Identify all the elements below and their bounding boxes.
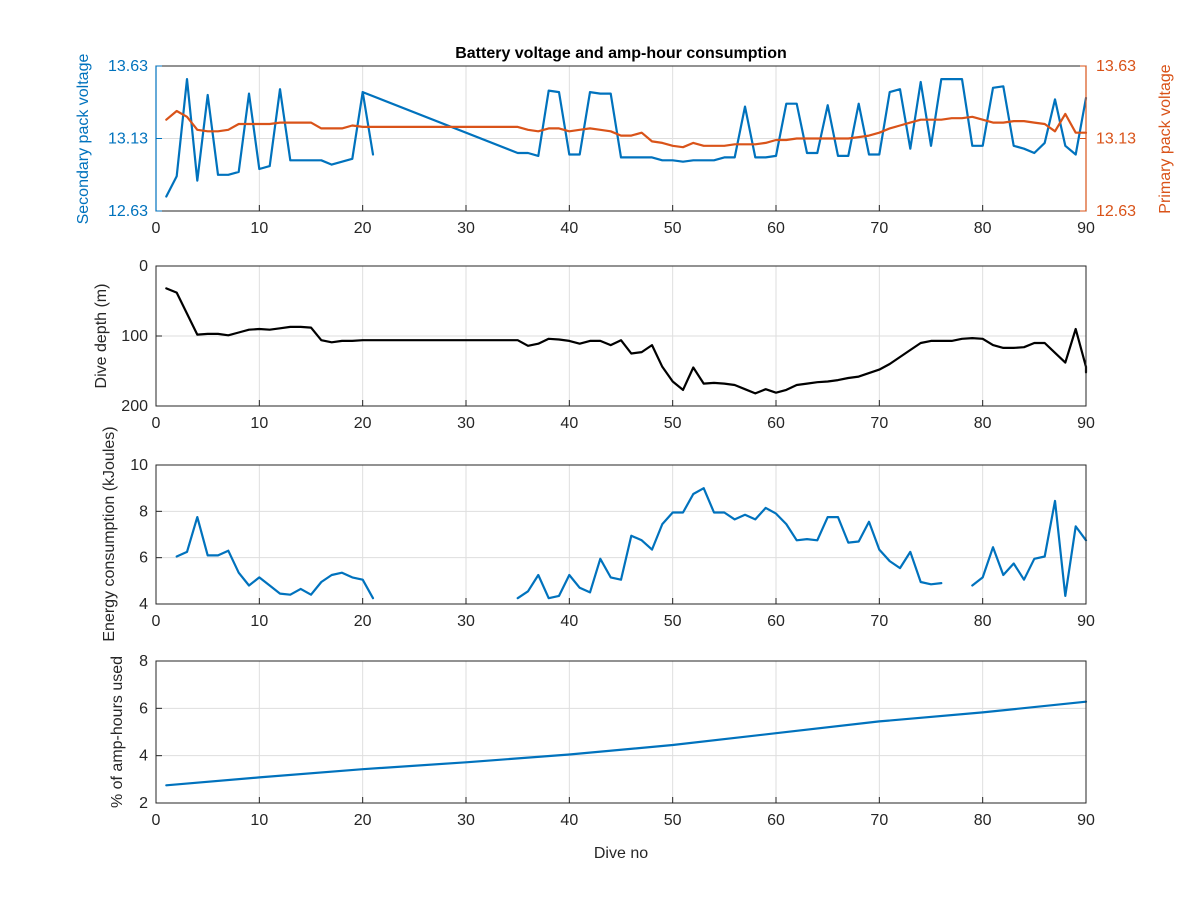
y-right-tick-label-2: 13.63 (1096, 58, 1136, 75)
series-line-0-segment-0 (165, 700, 1088, 787)
x-tick-label-6: 60 (767, 613, 785, 630)
x-tick-label-8: 80 (974, 220, 992, 237)
y-axis-label-secondary-voltage: Secondary pack voltage (75, 54, 92, 225)
x-tick-label-4: 40 (560, 220, 578, 237)
y-tick-label-1: 6 (139, 550, 148, 567)
series-line-0-segment-1 (361, 90, 375, 156)
x-tick-label-4: 40 (560, 613, 578, 630)
x-tick-label-5: 50 (664, 415, 682, 432)
series-line-0-segment-0 (175, 515, 375, 600)
x-ticks-depth: 0 10 20 30 40 50 60 70 80 90 (152, 400, 1095, 432)
axes-frame-energy (155, 464, 1087, 605)
x-tick-label-6: 60 (767, 812, 785, 829)
x-tick-label-3: 30 (457, 613, 475, 630)
series-energy (175, 487, 1088, 600)
y-tick-label-1: 100 (121, 328, 148, 345)
x-tick-label-4: 40 (560, 415, 578, 432)
x-tick-label-9: 90 (1077, 220, 1095, 237)
plot-area-amphours (156, 661, 1086, 803)
x-tick-label-7: 70 (870, 220, 888, 237)
x-tick-label-3: 30 (457, 415, 475, 432)
x-axis-label: Dive no (594, 845, 648, 862)
x-tick-label-5: 50 (664, 613, 682, 630)
y-right-ticks-voltage: 12.63 13.13 13.63 (155, 58, 1136, 220)
series-line-0-segment-0 (165, 77, 1088, 198)
x-tick-label-0: 0 (152, 220, 161, 237)
y-tick-label-2: 13.63 (108, 58, 148, 75)
x-tick-label-9: 90 (1077, 812, 1095, 829)
y-left-ticks-voltage: 12.63 13.13 13.63 (108, 58, 162, 220)
panel-voltage: 0 10 20 30 40 50 60 70 80 90 12.63 13.13 13.63 12.6… (75, 45, 1174, 237)
x-tick-label-2: 20 (354, 812, 372, 829)
y-tick-label-0: 4 (139, 596, 148, 613)
y-axis-label-energy: Energy consumption (kJoules) (101, 426, 118, 641)
y-tick-label-2: 8 (139, 503, 148, 520)
series-amphours (165, 700, 1088, 787)
x-tick-label-1: 10 (250, 613, 268, 630)
x-tick-label-2: 20 (354, 220, 372, 237)
x-tick-label-1: 10 (250, 812, 268, 829)
x-tick-label-9: 90 (1077, 613, 1095, 630)
x-tick-label-3: 30 (457, 812, 475, 829)
y-ticks-depth: 0 100 200 (121, 258, 162, 415)
y-tick-label-1: 4 (139, 748, 148, 765)
y-tick-label-0: 0 (139, 258, 148, 275)
y-right-tick-label-1: 13.13 (1096, 131, 1136, 148)
x-tick-label-5: 50 (664, 220, 682, 237)
x-tick-label-6: 60 (767, 415, 785, 432)
x-tick-label-6: 60 (767, 220, 785, 237)
y-tick-label-0: 12.63 (108, 203, 148, 220)
y-tick-label-0: 2 (139, 795, 148, 812)
y-tick-label-3: 8 (139, 653, 148, 670)
x-tick-label-0: 0 (152, 812, 161, 829)
y-axis-label-amphours: % of amp-hours used (109, 656, 126, 808)
x-tick-label-1: 10 (250, 415, 268, 432)
series-line-0-segment-1 (516, 487, 943, 600)
x-tick-label-8: 80 (974, 812, 992, 829)
x-tick-label-8: 80 (974, 613, 992, 630)
series-depth (165, 287, 1088, 395)
x-ticks-energy: 0 10 20 30 40 50 60 70 80 90 (152, 598, 1095, 630)
x-tick-label-1: 10 (250, 220, 268, 237)
y-ticks-amphours: 2 4 6 8 (139, 653, 162, 812)
x-tick-label-7: 70 (870, 415, 888, 432)
y-ticks-energy: 4 6 8 10 (130, 457, 162, 613)
x-tick-label-2: 20 (354, 613, 372, 630)
y-right-tick-label-0: 12.63 (1096, 203, 1136, 220)
x-tick-label-2: 20 (354, 415, 372, 432)
x-tick-label-3: 30 (457, 220, 475, 237)
axes-frame-amphours (155, 660, 1087, 804)
y-tick-label-2: 6 (139, 700, 148, 717)
panel-amphours: 0 10 20 30 40 50 60 70 80 90 2 4 6 8 % of amp-hours … (109, 653, 1095, 862)
x-ticks-voltage: 0 10 20 30 40 50 60 70 80 90 (152, 205, 1095, 237)
y-axis-label-primary-voltage: Primary pack voltage (1157, 64, 1174, 213)
x-ticks-amphours: 0 10 20 30 40 50 60 70 80 90 (152, 797, 1095, 829)
y-axis-label-depth: Dive depth (m) (93, 284, 110, 389)
panel-energy: 0 10 20 30 40 50 60 70 80 90 4 6 8 10 Energy consump… (101, 426, 1095, 641)
series-line-1-segment-0 (165, 109, 1088, 149)
y-tick-label-1: 13.13 (108, 131, 148, 148)
y-tick-label-3: 10 (130, 457, 148, 474)
series-line-0-segment-2 (971, 499, 1088, 598)
x-tick-label-9: 90 (1077, 415, 1095, 432)
x-tick-label-0: 0 (152, 613, 161, 630)
x-tick-label-0: 0 (152, 415, 161, 432)
y-tick-label-2: 200 (121, 398, 148, 415)
x-tick-label-5: 50 (664, 812, 682, 829)
x-tick-label-7: 70 (870, 812, 888, 829)
plot-area-energy (156, 465, 1086, 604)
panel-depth: 0 10 20 30 40 50 60 70 80 90 0 100 200 Dive depth (… (93, 258, 1095, 432)
x-tick-label-4: 40 (560, 812, 578, 829)
series-voltage (165, 77, 1088, 198)
series-line-0-segment-0 (165, 287, 1088, 395)
x-tick-label-8: 80 (974, 415, 992, 432)
chart-title: Battery voltage and amp-hour consumption (455, 45, 787, 62)
x-tick-label-7: 70 (870, 613, 888, 630)
